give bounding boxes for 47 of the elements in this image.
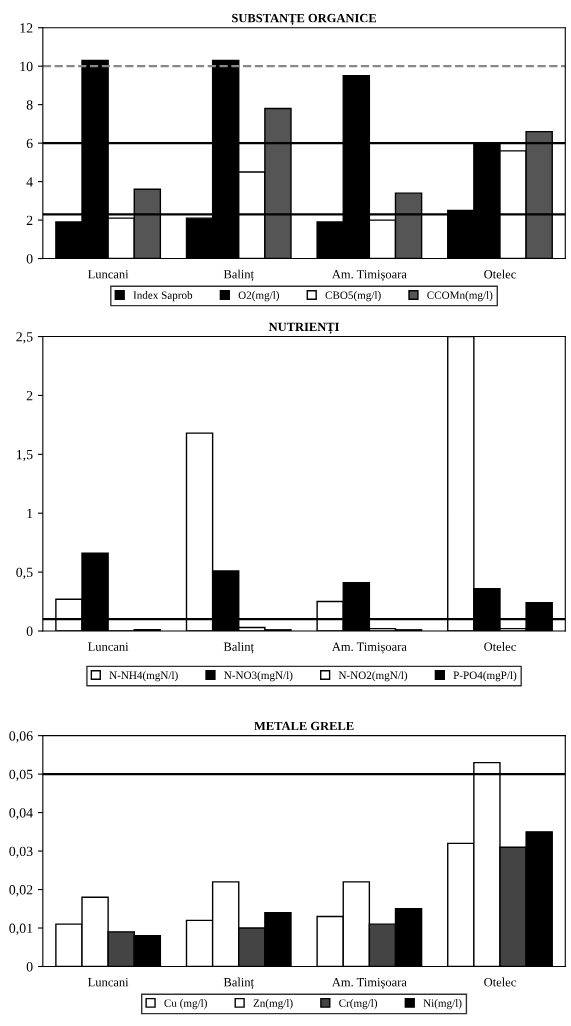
legend-label: Ni(mg/l) — [423, 999, 462, 1010]
y-tick-label: 2 — [26, 215, 33, 225]
y-tick-label: 8 — [26, 100, 33, 110]
y-tick-label: 0,06 — [9, 731, 33, 743]
x-tick-label: Balinț — [223, 269, 254, 281]
y-tick-label: 12 — [20, 23, 33, 33]
y-tick-label: 0 — [26, 626, 33, 636]
legend-label: N-NH4(mgN/l) — [109, 671, 178, 682]
x-tick-label: Otelec — [484, 269, 516, 279]
legend-label: Cu (mg/l) — [164, 999, 207, 1010]
y-tick-label: 1,5 — [16, 449, 33, 462]
legend-label: P-PO4(mgP/l) — [453, 671, 517, 682]
legend-label: CBO5(mg/l) — [325, 291, 381, 302]
x-tick-label: Otelec — [484, 642, 516, 651]
x-tick-label: Am. Timișoara — [331, 978, 407, 989]
y-tick-label: 0 — [26, 962, 33, 972]
y-tick-label: 0,01 — [9, 923, 33, 935]
y-tick-label: 0,5 — [16, 567, 33, 580]
y-tick-label: 0,04 — [9, 808, 33, 820]
y-tick-label: 2 — [26, 391, 33, 401]
y-tick-label: 0 — [26, 254, 33, 264]
y-tick-label: 1 — [27, 508, 33, 519]
x-tick-label: Luncani — [88, 642, 129, 651]
chart-title: SUBSTANȚE ORGANICE — [232, 13, 377, 26]
chart-title: METALE GRELE — [254, 721, 354, 731]
chart-title: NUTRIENȚI — [268, 322, 340, 335]
x-tick-label: Balinț — [223, 642, 254, 654]
y-tick-label: 2,5 — [16, 332, 33, 344]
y-tick-label: 0,05 — [9, 769, 33, 782]
x-tick-label: Am. Timișoara — [331, 270, 407, 281]
legend-label: N-NO2(mgN/l) — [338, 671, 408, 682]
legend-label: CCOMn(mg/l) — [427, 291, 493, 302]
y-tick-label: 6 — [26, 138, 33, 149]
legend-label: Zn(mg/l) — [253, 999, 293, 1010]
x-tick-label: Luncani — [88, 270, 129, 279]
legend-label: N-NO3(mgN/l) — [224, 671, 293, 682]
legend-label: O2(mg/l) — [238, 291, 280, 302]
y-tick-label: 10 — [20, 61, 33, 72]
y-tick-label: 4 — [26, 177, 33, 187]
x-tick-label: Luncani — [88, 978, 129, 987]
x-tick-label: Balinț — [223, 977, 254, 989]
y-tick-label: 0,02 — [9, 885, 33, 897]
legend-label: Index Saprob — [133, 291, 193, 302]
x-tick-label: Otelec — [484, 977, 516, 987]
x-tick-label: Am. Timișoara — [331, 642, 407, 654]
y-tick-label: 0,03 — [9, 846, 33, 859]
legend-label: Cr(mg/l) — [339, 999, 378, 1010]
